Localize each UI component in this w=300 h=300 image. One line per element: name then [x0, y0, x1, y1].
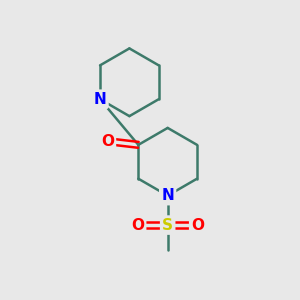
Text: S: S — [162, 218, 173, 232]
Text: O: O — [191, 218, 204, 232]
Text: N: N — [161, 188, 174, 203]
Text: O: O — [131, 218, 144, 232]
Text: N: N — [94, 92, 106, 107]
Text: O: O — [101, 134, 114, 149]
